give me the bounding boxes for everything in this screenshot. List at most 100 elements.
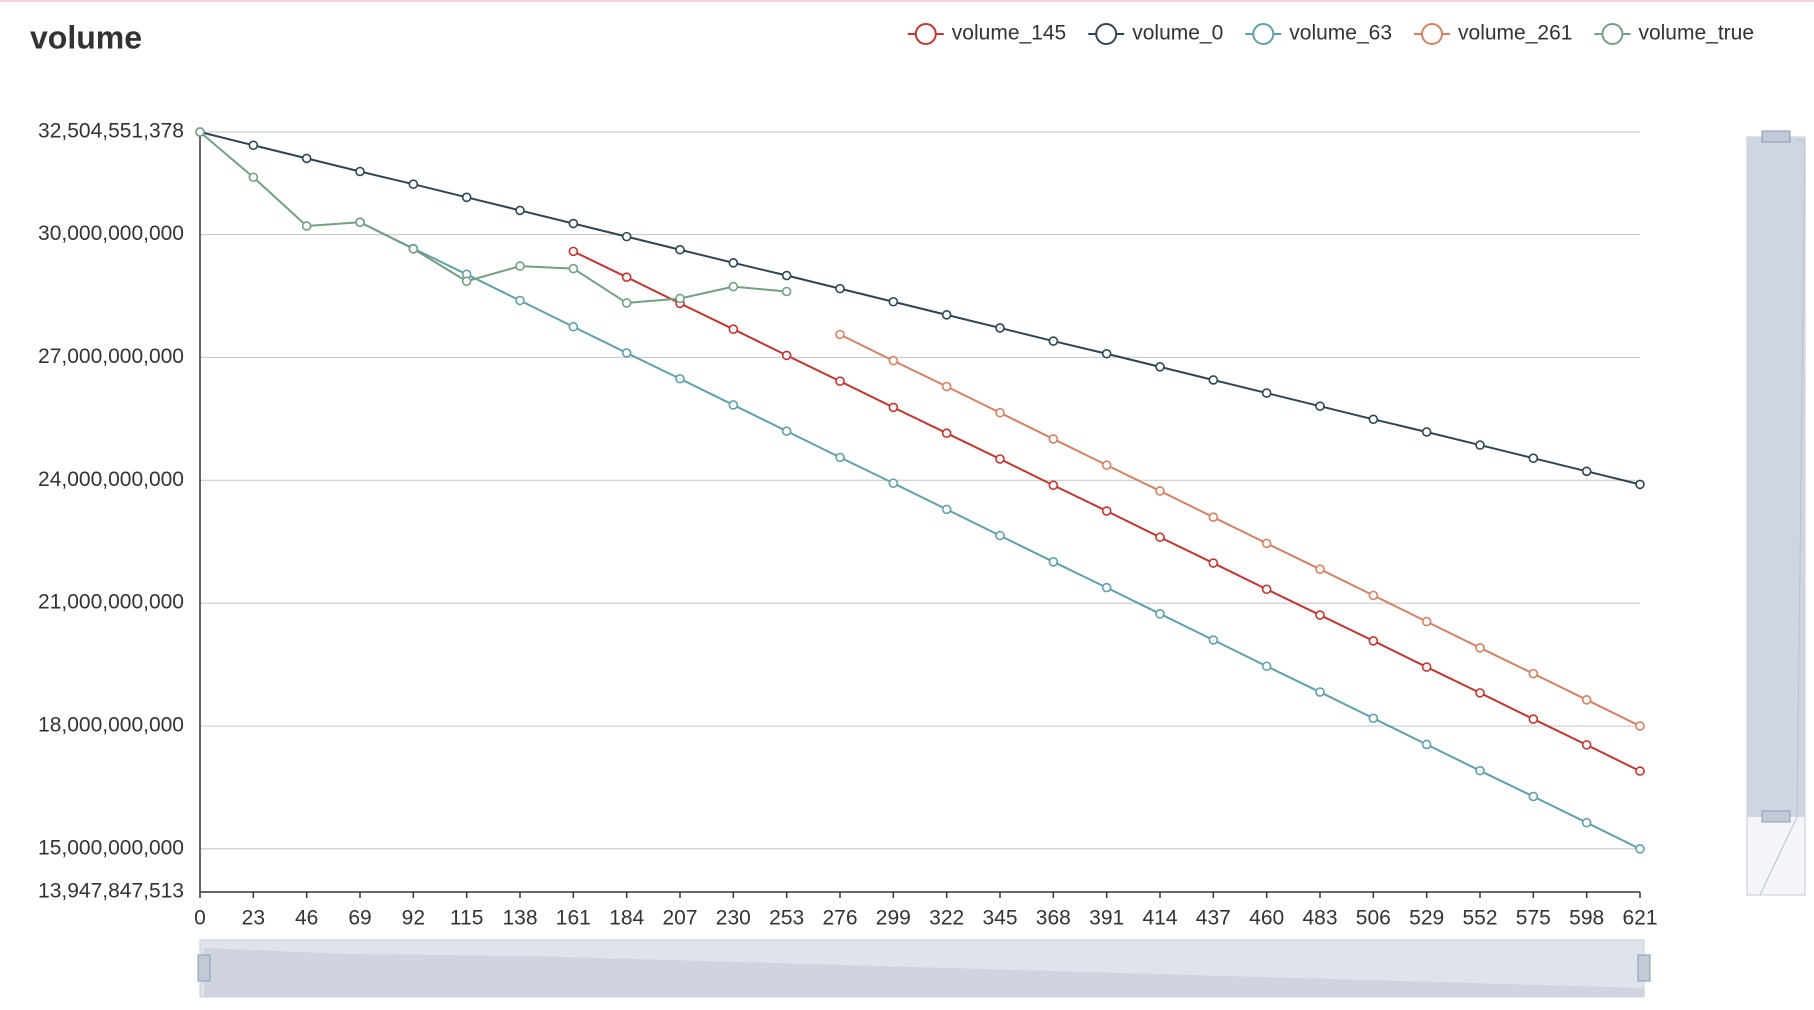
slider-handle[interactable] [1761,130,1791,143]
chart-title: volume [30,19,142,55]
legend-item[interactable]: volume_true [1594,22,1754,45]
x-tick-label: 92 [402,907,425,930]
data-point [1155,486,1165,496]
y-tick-label: 15,000,000,000 [38,836,184,859]
legend-item[interactable]: volume_145 [907,22,1066,45]
y-tick-label: 13,947,847,513 [38,880,184,903]
data-point [1261,661,1272,672]
legend-item[interactable]: volume_0 [1088,22,1223,45]
data-point [1101,506,1112,516]
data-point [1475,643,1485,653]
y-tick-label: 30,000,000,000 [38,222,184,245]
data-point [1635,844,1645,854]
data-point [1261,538,1272,549]
data-point [1421,427,1432,437]
x-tick-label: 575 [1516,907,1551,930]
x-tick-label: 552 [1462,907,1497,930]
x-tick-label: 230 [716,907,751,930]
legend-item[interactable]: volume_63 [1245,22,1392,45]
data-point [301,153,312,164]
slider-handle[interactable] [1637,954,1651,982]
data-point [1635,479,1645,490]
data-point [888,402,899,413]
data-point [1208,635,1219,645]
data-point [995,407,1005,418]
data-point [1635,721,1645,731]
data-point [568,246,579,257]
x-tick-label: 437 [1196,907,1231,930]
data-point [408,244,419,254]
legend-label: volume_0 [1132,22,1223,45]
data-point [1048,557,1059,567]
data-point [1315,564,1325,574]
data-point [1101,460,1112,470]
series-line [839,333,1641,727]
y-zoom-slider[interactable] [1746,130,1806,896]
data-point [568,218,579,229]
data-point [941,504,952,515]
y-tick-label: 18,000,000,000 [38,714,184,737]
data-point [1368,590,1379,601]
data-point [1368,636,1379,646]
data-point [728,258,739,268]
data-point [888,296,899,307]
data-point [888,478,899,488]
data-point [1421,662,1432,672]
x-tick-label: 299 [876,907,911,930]
data-point [301,221,312,231]
data-point [1528,668,1539,679]
data-point [1048,434,1059,444]
x-tick-label: 506 [1356,907,1391,930]
data-point [781,350,792,361]
data-point [621,348,632,358]
data-point [1421,616,1432,627]
data-point [1421,739,1432,750]
data-point [515,295,525,306]
legend-item[interactable]: volume_261 [1414,22,1572,45]
data-point [941,310,952,320]
data-point [515,205,525,216]
x-tick-label: 276 [822,907,857,930]
data-point [1155,362,1165,372]
data-point [781,270,792,281]
x-tick-label: 391 [1089,907,1124,930]
slider-handle[interactable] [197,954,211,982]
data-point [568,263,579,274]
slider-handle[interactable] [1761,810,1791,823]
data-point [888,355,899,366]
data-point [1048,336,1059,346]
data-point [248,172,259,183]
x-tick-label: 253 [769,907,804,930]
data-point [1581,466,1592,477]
legend-label: volume_true [1638,22,1754,45]
data-point [1155,532,1165,543]
x-zoom-slider[interactable] [197,939,1651,998]
data-point [515,261,525,271]
data-point [1208,375,1219,385]
data-point [408,179,419,189]
data-point [995,323,1005,333]
legend-symbol [1095,23,1118,45]
x-tick-label: 598 [1569,907,1604,930]
data-point [1635,766,1645,776]
y-tick-label: 21,000,000,000 [38,591,184,614]
series-line [199,131,1641,486]
legend-symbol [1421,23,1444,45]
data-point [461,192,472,203]
data-point [195,127,205,137]
x-tick-label: 115 [450,907,483,930]
x-tick-label: 460 [1249,907,1284,930]
data-point [835,283,845,294]
data-point [835,329,845,340]
x-tick-label: 23 [242,907,265,930]
x-tick-label: 621 [1622,907,1657,930]
data-point [621,272,632,282]
data-point [621,231,632,242]
data-point [1208,512,1219,522]
data-point [621,298,632,308]
data-point [995,530,1005,541]
data-point [1368,414,1379,425]
data-point [675,373,685,384]
x-tick-label: 529 [1409,907,1444,930]
